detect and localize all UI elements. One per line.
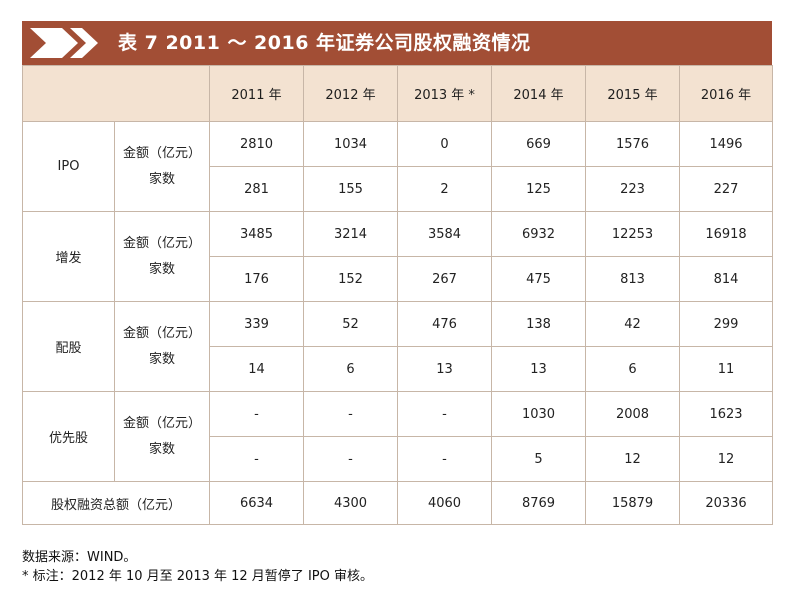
count-value: 223 [585, 166, 680, 212]
metric-label-cell: 金额（亿元） 家数 [114, 121, 210, 212]
count-value: 152 [303, 256, 398, 302]
count-label: 家数 [148, 171, 175, 187]
amount-value: 339 [209, 301, 304, 347]
metric-label-cell: 金额（亿元） 家数 [114, 301, 210, 392]
count-value: 13 [491, 346, 586, 392]
amount-value: 669 [491, 121, 586, 167]
amount-label: 金额（亿元） [122, 325, 201, 341]
count-value: 155 [303, 166, 398, 212]
total-value: 6634 [209, 481, 304, 525]
amount-value: 1576 [585, 121, 680, 167]
count-value: - [209, 436, 304, 482]
amount-value: - [209, 391, 304, 437]
year-header: 2012 年 [303, 65, 398, 122]
amount-value: 1496 [679, 121, 773, 167]
amount-value: 42 [585, 301, 680, 347]
year-header: 2014 年 [491, 65, 586, 122]
total-value: 8769 [491, 481, 586, 525]
amount-value: 476 [397, 301, 492, 347]
count-value: 176 [209, 256, 304, 302]
amount-value: 1623 [679, 391, 773, 437]
footnote: * 标注：2012 年 10 月至 2013 年 12 月暂停了 IPO 审核。 [22, 569, 373, 584]
table-row: 优先股 金额（亿元） 家数 - - - 1030 2008 1623 [22, 391, 773, 482]
table-row: 176 152 267 475 813 814 [23, 256, 773, 302]
amount-value: - [397, 391, 492, 437]
notes: 数据来源：WIND。 * 标注：2012 年 10 月至 2013 年 12 月… [22, 548, 373, 586]
year-header: 2015 年 [585, 65, 680, 122]
amount-value: 1030 [491, 391, 586, 437]
count-value: 2 [397, 166, 492, 212]
table-title-bar: 表 7 2011 ～ 2016 年证券公司股权融资情况 [22, 21, 772, 65]
count-label: 家数 [148, 441, 175, 457]
count-value: 12 [679, 436, 773, 482]
count-value: 5 [491, 436, 586, 482]
amount-label: 金额（亿元） [122, 235, 201, 251]
category-cell: IPO [22, 121, 115, 212]
amount-value: 3214 [303, 211, 398, 257]
count-value: - [397, 436, 492, 482]
amount-value: 12253 [585, 211, 680, 257]
count-label: 家数 [148, 351, 175, 367]
amount-label: 金额（亿元） [122, 145, 201, 161]
header-blank-cell [22, 65, 210, 122]
table-row: 14 6 13 13 6 11 [23, 346, 773, 392]
count-value: 14 [209, 346, 304, 392]
source-note: 数据来源：WIND。 [22, 550, 137, 565]
table-row: 增发 金额（亿元） 家数 3485 3214 3584 6932 12253 1… [22, 211, 773, 302]
table-row: 配股 金额（亿元） 家数 339 52 476 138 42 299 [22, 301, 773, 392]
amount-value: - [303, 391, 398, 437]
total-value: 15879 [585, 481, 680, 525]
amount-value: 16918 [679, 211, 773, 257]
count-value: 125 [491, 166, 586, 212]
count-value: 13 [397, 346, 492, 392]
equity-financing-table: 2011 年 2012 年 2013 年 * 2014 年 2015 年 201… [22, 65, 773, 525]
category-cell: 优先股 [22, 391, 115, 482]
count-value: 12 [585, 436, 680, 482]
table-row: - - - 5 12 12 [23, 436, 773, 482]
total-label: 股权融资总额（亿元） [22, 481, 210, 525]
amount-value: 3485 [209, 211, 304, 257]
count-value: 267 [397, 256, 492, 302]
year-header: 2016 年 [679, 65, 773, 122]
year-header: 2013 年 * [397, 65, 492, 122]
table-title: 表 7 2011 ～ 2016 年证券公司股权融资情况 [118, 32, 531, 54]
count-value: - [303, 436, 398, 482]
count-value: 813 [585, 256, 680, 302]
total-value: 20336 [679, 481, 773, 525]
table-row: IPO 金额（亿元） 家数 2810 1034 0 669 1576 1496 [22, 121, 773, 212]
amount-label: 金额（亿元） [122, 415, 201, 431]
metric-label-cell: 金额（亿元） 家数 [114, 391, 210, 482]
count-value: 227 [679, 166, 773, 212]
year-header: 2011 年 [209, 65, 304, 122]
total-value: 4300 [303, 481, 398, 525]
count-value: 814 [679, 256, 773, 302]
count-value: 475 [491, 256, 586, 302]
amount-value: 138 [491, 301, 586, 347]
count-value: 6 [303, 346, 398, 392]
amount-value: 2008 [585, 391, 680, 437]
amount-value: 2810 [209, 121, 304, 167]
count-value: 281 [209, 166, 304, 212]
amount-value: 52 [303, 301, 398, 347]
header-row: 2011 年 2012 年 2013 年 * 2014 年 2015 年 201… [22, 65, 773, 122]
count-value: 6 [585, 346, 680, 392]
count-value: 11 [679, 346, 773, 392]
amount-value: 6932 [491, 211, 586, 257]
amount-value: 299 [679, 301, 773, 347]
metric-label-cell: 金额（亿元） 家数 [114, 211, 210, 302]
chevron-right-icon [22, 21, 102, 65]
category-cell: 增发 [22, 211, 115, 302]
count-label: 家数 [148, 261, 175, 277]
category-cell: 配股 [22, 301, 115, 392]
total-value: 4060 [397, 481, 492, 525]
total-row: 股权融资总额（亿元） 6634 4300 4060 8769 15879 203… [22, 481, 773, 525]
amount-value: 0 [397, 121, 492, 167]
amount-value: 1034 [303, 121, 398, 167]
amount-value: 3584 [397, 211, 492, 257]
